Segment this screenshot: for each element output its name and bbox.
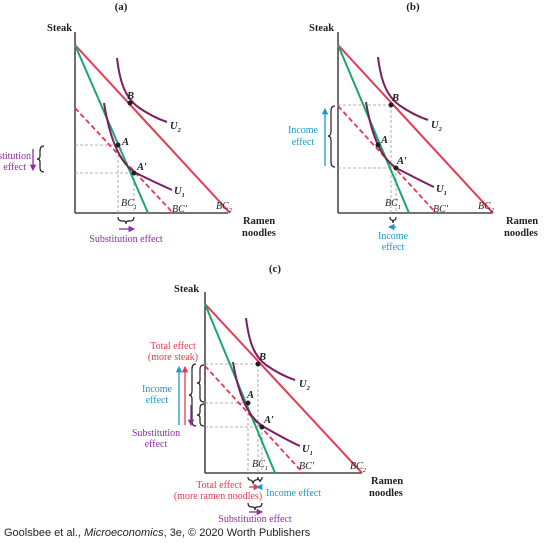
- publisher-credit: Goolsbee et al., Microeconomics, 3e, © 2…: [4, 527, 310, 539]
- panel-c-label-u1: U1: [302, 444, 313, 457]
- panel-c-label-A: A: [246, 390, 254, 401]
- panel-b-income-steak: Income effect: [288, 105, 336, 168]
- panel-b-income-left-line1: Income: [288, 125, 319, 136]
- panel-a-u2-curve: [116, 57, 168, 123]
- panel-c-point-A-prime: [259, 424, 265, 430]
- panel-c-guides: [205, 363, 263, 473]
- panel-c-x-axis-label-line1: Ramen: [371, 476, 403, 487]
- panel-c-substitution-ramen-brace: [247, 502, 263, 511]
- panel-c-label-bc2: BC2: [350, 461, 367, 474]
- panel-c-total-ramen-brace: [247, 476, 259, 485]
- panel-c-title: (c): [269, 263, 282, 275]
- credit-authors: Goolsbee et al.,: [4, 527, 85, 539]
- panel-a-bc1-line: [74, 44, 149, 214]
- panel-a-label-A: A: [121, 137, 129, 148]
- panel-a-point-A-prime: [131, 170, 137, 176]
- panel-c-substitution-bottom: Substitution effect: [218, 514, 292, 525]
- panel-b-point-B: [388, 102, 394, 108]
- panel-c-total-brace: [188, 363, 197, 427]
- panel-c-income-left-line2: effect: [146, 395, 169, 406]
- panel-a-u1-curve: [103, 102, 173, 191]
- panel-a-point-A: [115, 142, 121, 148]
- panel-c-ramen-effects: Total effect (more ramen noodles) Income…: [174, 476, 321, 525]
- panel-c-income-bottom: Income effect: [266, 488, 321, 499]
- panel-c-label-B: B: [258, 352, 266, 363]
- panel-b: (b) Steak Ramen noodles A A′ B U2 U1 BC1…: [288, 1, 538, 253]
- panel-b-point-A: [375, 142, 381, 148]
- panel-c-point-A: [245, 400, 251, 406]
- panel-b-x-axis-label-line1: Ramen: [506, 216, 538, 227]
- panel-c-substitution-brace: [196, 403, 205, 427]
- panel-a-substitution-left-line2: effect: [3, 162, 26, 173]
- panel-b-ramen-brace: [389, 216, 397, 224]
- panel-b-u2-curve: [377, 56, 429, 121]
- panel-a-ramen-brace: [117, 216, 135, 225]
- panel-b-x-axis-label-line2: noodles: [504, 228, 538, 239]
- panel-a-label-B: B: [126, 91, 134, 102]
- panel-b-bc2-line: [337, 44, 494, 214]
- panel-a-title: (a): [115, 1, 128, 13]
- panel-a-substitution-left-line1: Substitution: [0, 151, 31, 162]
- panel-c-u2-curve: [245, 317, 296, 381]
- panel-b-label-A: A: [380, 135, 388, 146]
- panel-c-y-axis-label: Steak: [174, 284, 199, 295]
- panel-c-label-u2: U2: [299, 379, 311, 392]
- panel-b-point-A-prime: [393, 165, 399, 171]
- panel-c-income-left-line1: Income: [142, 384, 173, 395]
- panel-a-bc2-line: [74, 44, 231, 214]
- panel-a-x-axis-label-line2: noodles: [242, 228, 276, 239]
- panel-a-label-u2: U2: [170, 121, 182, 134]
- panel-a-label-u1: U1: [174, 186, 185, 199]
- panel-a-x-axis-label-line1: Ramen: [243, 216, 275, 227]
- panel-b-label-B: B: [391, 93, 399, 104]
- panel-b-label-A-prime: A′: [396, 156, 407, 167]
- panel-c-substitution-left-line2: effect: [145, 439, 168, 450]
- panel-b-label-bc2: BC2: [478, 201, 495, 214]
- panel-a-substitution-ramen: Substitution effect: [89, 216, 163, 245]
- panel-b-income-bottom-line1: Income: [378, 231, 409, 242]
- panel-c: (c) Steak Ramen noodles A A′ B U2 U1 BC1…: [132, 263, 403, 525]
- panel-c-label-A-prime: A′: [263, 415, 274, 426]
- credit-edition: , 3e, © 2020 Worth Publishers: [163, 527, 311, 539]
- panel-b-label-bc1: BC1: [385, 198, 401, 211]
- panel-c-substitution-left-line1: Substitution: [132, 428, 180, 439]
- panel-b-guides: [338, 104, 397, 213]
- panel-a-point-B: [127, 100, 133, 106]
- panel-b-label-u1: U1: [436, 184, 447, 197]
- panel-b-income-left-line2: effect: [292, 137, 315, 148]
- panel-b-y-axis-label: Steak: [309, 23, 334, 34]
- panel-c-income-ramen-brace: [257, 476, 263, 483]
- panel-a: (a) Steak Ramen noodles A A′ B U2 U1 BC1: [0, 1, 276, 245]
- panel-b-title: (b): [406, 1, 420, 13]
- panel-c-bc2-line: [204, 303, 363, 474]
- panel-a-label-A-prime: A′: [136, 162, 147, 173]
- panel-b-label-u2: U2: [431, 120, 443, 133]
- panel-c-label-bc-prime: BC′: [299, 461, 315, 472]
- panel-a-substitution-steak: Substitution effect: [0, 145, 45, 173]
- panel-a-y-axis-label: Steak: [47, 23, 72, 34]
- panel-b-steak-brace: [327, 105, 336, 168]
- panel-a-label-bc1: BC1: [121, 198, 137, 211]
- panel-c-total-bottom-line1: Total effect: [196, 480, 242, 491]
- panel-c-income-brace: [196, 364, 205, 403]
- panel-c-steak-effects: Total effect (more steak) Income effect …: [132, 341, 205, 450]
- panel-b-income-bottom-line2: effect: [382, 242, 405, 253]
- panel-c-total-bottom-line2: (more ramen noodles): [174, 491, 262, 502]
- panel-a-label-bc2: BC2: [216, 201, 233, 214]
- panel-c-total-left-line2: (more steak): [148, 352, 198, 363]
- panel-c-label-bc1: BC1: [252, 459, 268, 472]
- panel-b-bc1-line: [337, 44, 410, 214]
- panel-a-label-bc-prime: BC′: [172, 204, 188, 215]
- panel-b-label-bc-prime: BC′: [433, 204, 449, 215]
- panel-a-steak-brace: [36, 145, 45, 173]
- panel-c-total-left-line1: Total effect: [150, 341, 196, 352]
- panel-c-point-B: [255, 361, 261, 367]
- credit-book-title: Microeconomics: [84, 527, 164, 539]
- panel-b-income-ramen: Income effect: [378, 216, 409, 253]
- panel-a-substitution-bottom: Substitution effect: [89, 234, 163, 245]
- panel-c-x-axis-label-line2: noodles: [369, 488, 403, 499]
